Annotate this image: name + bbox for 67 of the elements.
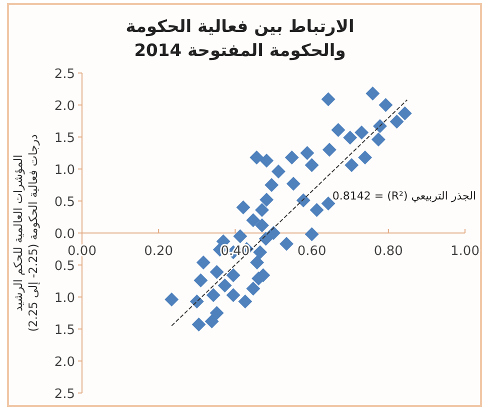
y-tick-label: 1.0	[54, 291, 75, 306]
y-tick-label: 2.0	[54, 99, 75, 114]
point	[310, 202, 324, 217]
point	[226, 288, 240, 302]
y-tick-label: 0.0	[54, 227, 75, 242]
point	[260, 154, 274, 168]
point	[280, 236, 294, 251]
point	[378, 98, 393, 112]
point	[218, 278, 232, 292]
point	[233, 229, 248, 244]
point	[390, 114, 404, 129]
chart-title: الارتباط بين فعالية الحكومة والحكومة المفتوحة 2014	[126, 17, 354, 61]
point	[354, 126, 369, 140]
point	[286, 176, 300, 191]
x-tick-label: 0.60	[297, 244, 326, 259]
point	[194, 273, 208, 288]
x-tick-label: 1.00	[450, 244, 480, 259]
y-tick-label: 2.5	[54, 387, 75, 402]
y-tick-label: 2.0	[54, 355, 75, 370]
point	[296, 193, 310, 208]
point	[372, 119, 387, 134]
point	[284, 150, 299, 164]
point	[246, 213, 260, 228]
point	[250, 150, 264, 164]
y-tick-label: 0.5	[54, 195, 75, 210]
point	[236, 200, 250, 214]
point	[204, 314, 219, 328]
point	[260, 192, 274, 207]
point	[322, 142, 336, 157]
point	[196, 255, 210, 270]
point	[238, 294, 252, 308]
point	[266, 226, 280, 240]
point	[264, 178, 279, 192]
point	[358, 150, 372, 164]
point	[226, 268, 240, 282]
point	[258, 232, 273, 246]
point	[250, 255, 264, 270]
point	[210, 265, 224, 280]
y-tick-label: 1.0	[54, 163, 75, 178]
y-axis-title: المؤشرات العالمية للحكم الرشيد درجات فعالية الحكومة (2.25- إلى 2.25)	[11, 134, 40, 332]
y-tick-label: 2.5	[54, 67, 75, 82]
point	[246, 282, 260, 296]
point	[190, 294, 204, 308]
point	[255, 202, 270, 217]
point	[164, 292, 179, 307]
point	[371, 132, 386, 147]
point	[255, 218, 270, 232]
point	[344, 158, 359, 172]
point	[253, 245, 268, 260]
x-tick-label: 0.80	[374, 244, 403, 259]
y-tick-label: 1.5	[54, 131, 75, 146]
point	[398, 106, 412, 120]
point	[321, 92, 336, 106]
y-tick-label: 1.5	[54, 323, 75, 338]
point	[271, 164, 286, 179]
point	[304, 158, 319, 172]
x-tick-label: 0.20	[144, 244, 174, 259]
point	[366, 86, 380, 100]
point	[192, 318, 206, 332]
y-tick-label: 0.5	[54, 259, 75, 274]
point	[304, 227, 319, 242]
point	[210, 306, 224, 320]
point	[206, 288, 220, 302]
point	[300, 146, 314, 160]
point	[343, 130, 358, 145]
annotation: الجذر التربيعي (R²) = 0.8142	[332, 190, 476, 203]
point	[331, 122, 346, 137]
